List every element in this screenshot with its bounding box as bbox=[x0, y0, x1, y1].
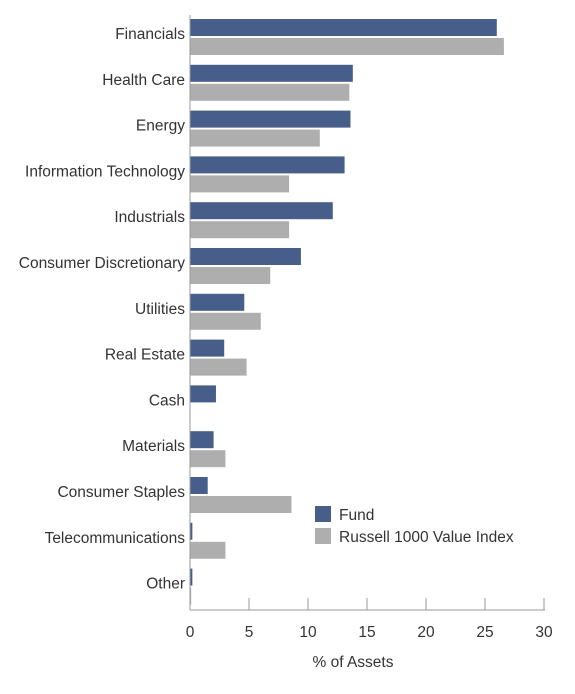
legend-label-fund: Fund bbox=[339, 507, 374, 524]
x-axis-title: % of Assets bbox=[313, 654, 394, 671]
category-label-telecommunications: Telecommunications bbox=[45, 530, 186, 547]
category-label-materials: Materials bbox=[122, 438, 185, 455]
category-label-industrials: Industrials bbox=[114, 209, 185, 226]
category-labels-group: Financials Health Care Energy Information T… bbox=[19, 26, 185, 593]
bars-group bbox=[190, 19, 504, 605]
category-label-other: Other bbox=[146, 576, 185, 593]
bar-fund-health-care bbox=[190, 64, 353, 82]
category-label-health-care: Health Care bbox=[102, 72, 185, 89]
bar-russell-1000-value-index-consumer-discretionary bbox=[190, 267, 271, 284]
category-label-energy: Energy bbox=[136, 118, 185, 135]
x-ticks-group: 0 5 10 15 20 25 30 bbox=[186, 598, 553, 641]
bar-fund-information-technology bbox=[190, 156, 345, 174]
category-label-consumer-staples: Consumer Staples bbox=[57, 484, 185, 501]
bar-russell-1000-value-index-health-care bbox=[190, 83, 350, 101]
x-tick-label: 5 bbox=[245, 624, 254, 641]
bar-fund-utilities bbox=[190, 293, 245, 311]
bar-fund-real-estate bbox=[190, 339, 225, 357]
bar-fund-telecommunications bbox=[190, 522, 193, 540]
bar-fund-consumer-staples bbox=[190, 477, 208, 494]
x-tick-label: 0 bbox=[186, 624, 195, 641]
legend-swatch-fund bbox=[315, 506, 331, 522]
bar-fund-financials bbox=[190, 19, 497, 36]
x-tick-label: 15 bbox=[358, 624, 375, 641]
x-tick-label: 20 bbox=[417, 624, 435, 641]
bar-fund-materials bbox=[190, 431, 214, 449]
bar-russell-1000-value-index-consumer-staples bbox=[190, 496, 292, 513]
bar-russell-1000-value-index-other bbox=[190, 587, 192, 605]
x-tick-label: 25 bbox=[476, 624, 493, 641]
bar-russell-1000-value-index-materials bbox=[190, 450, 226, 468]
category-label-financials: Financials bbox=[115, 26, 185, 43]
legend-swatch-russell-1000-value-index bbox=[315, 528, 331, 544]
legend-label-russell-1000-value-index: Russell 1000 Value Index bbox=[339, 529, 514, 546]
legend: Fund Russell 1000 Value Index bbox=[315, 506, 514, 546]
bar-russell-1000-value-index-energy bbox=[190, 129, 320, 147]
bar-russell-1000-value-index-financials bbox=[190, 38, 504, 55]
bar-russell-1000-value-index-real-estate bbox=[190, 358, 247, 376]
category-label-utilities: Utilities bbox=[135, 301, 185, 318]
bar-fund-cash bbox=[190, 385, 216, 403]
bar-russell-1000-value-index-information-technology bbox=[190, 175, 290, 193]
bar-fund-industrials bbox=[190, 202, 333, 220]
bar-russell-1000-value-index-utilities bbox=[190, 312, 261, 330]
bar-russell-1000-value-index-industrials bbox=[190, 221, 290, 239]
x-tick-label: 10 bbox=[299, 624, 317, 641]
category-label-consumer-discretionary: Consumer Discretionary bbox=[19, 255, 185, 272]
bar-fund-energy bbox=[190, 110, 351, 128]
bar-fund-other bbox=[190, 568, 193, 586]
category-label-cash: Cash bbox=[149, 392, 185, 409]
category-label-information-technology: Information Technology bbox=[25, 163, 185, 180]
bar-russell-1000-value-index-telecommunications bbox=[190, 541, 226, 559]
bar-fund-consumer-discretionary bbox=[190, 248, 301, 265]
x-tick-label: 30 bbox=[535, 624, 553, 641]
category-label-real-estate: Real Estate bbox=[105, 347, 185, 364]
